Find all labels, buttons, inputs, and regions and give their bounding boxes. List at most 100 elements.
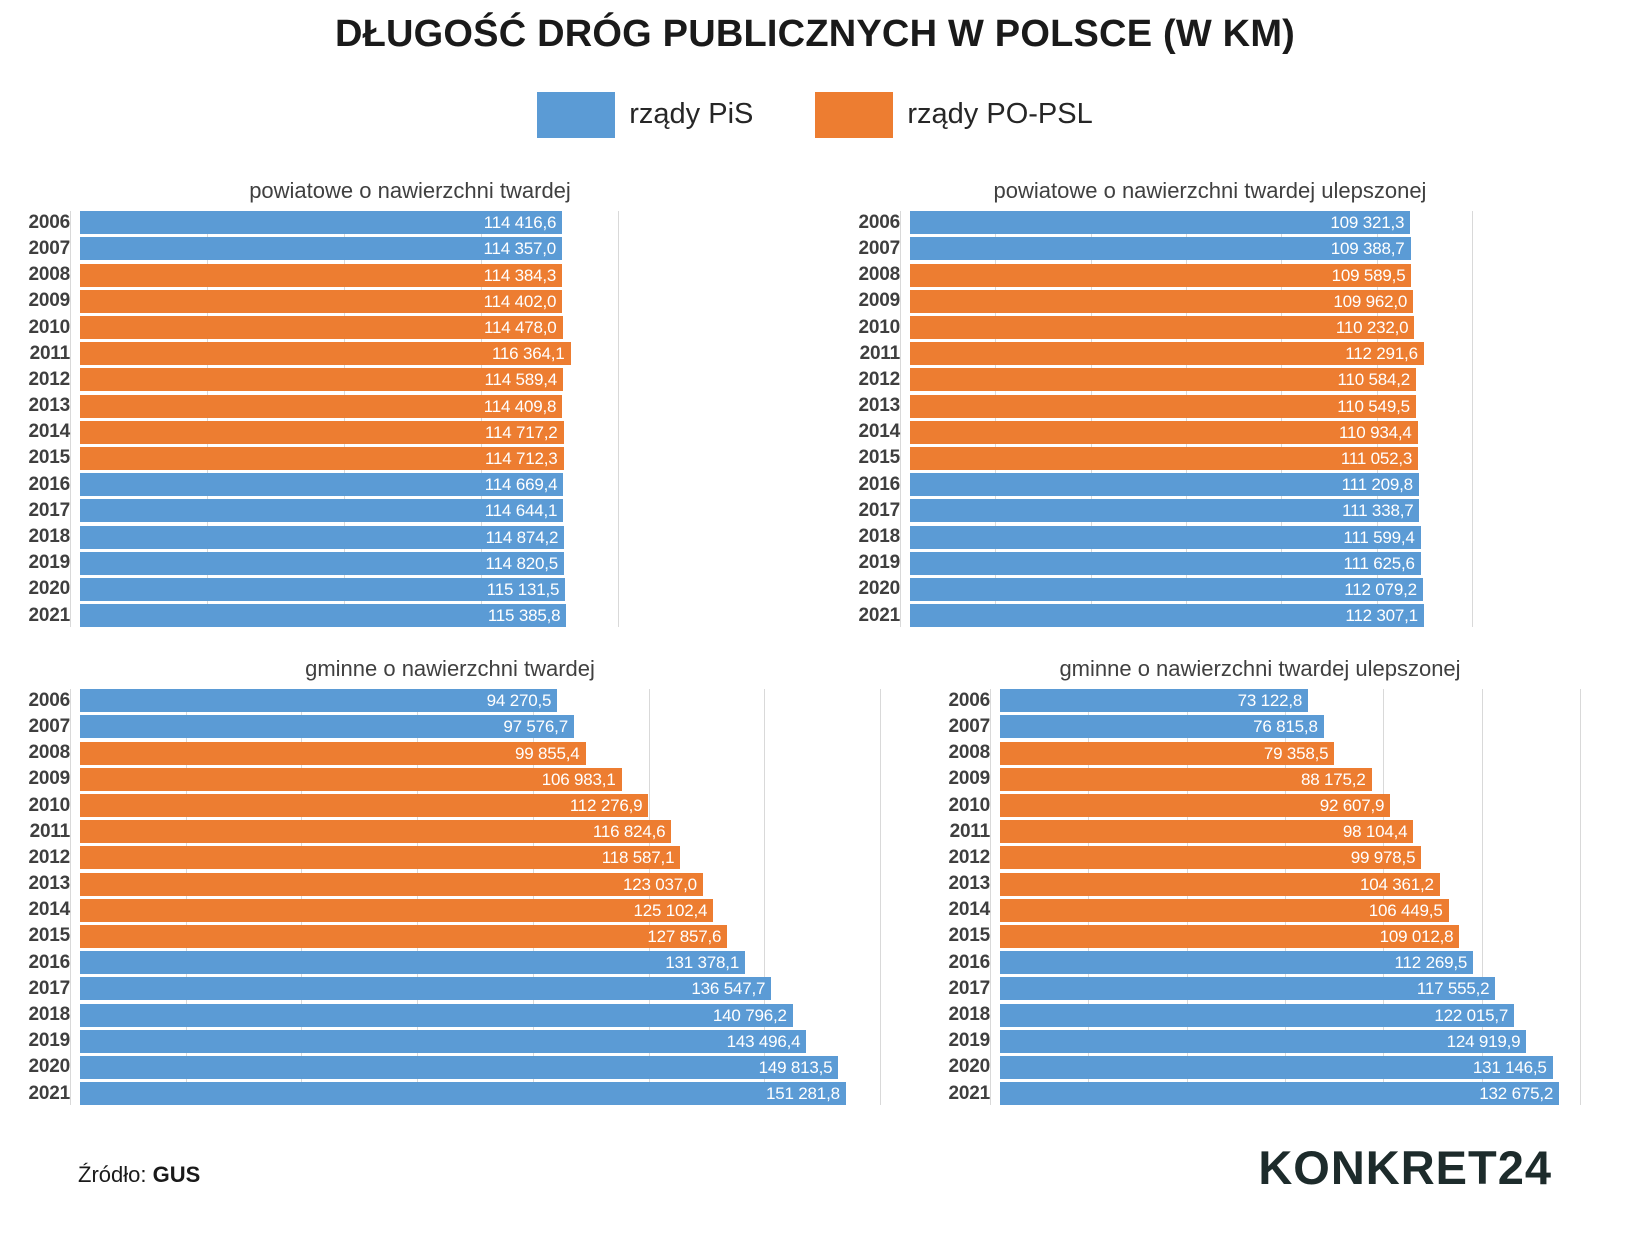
bar[interactable]: 114 384,3: [80, 263, 563, 287]
bar[interactable]: 110 934,4: [910, 420, 1418, 444]
bar[interactable]: 111 338,7: [910, 499, 1420, 523]
bar[interactable]: 125 102,4: [80, 898, 714, 922]
bar[interactable]: 116 824,6: [80, 820, 672, 844]
bar-track: 76 815,8: [1000, 715, 1590, 739]
bar[interactable]: 131 146,5: [1000, 1055, 1553, 1079]
bar[interactable]: 123 037,0: [80, 872, 703, 896]
bar[interactable]: 114 712,3: [80, 446, 564, 470]
bar[interactable]: 109 321,3: [910, 211, 1411, 235]
chart-title: powiatowe o nawierzchni twardej: [249, 178, 571, 203]
bar[interactable]: 106 983,1: [80, 767, 622, 791]
bar[interactable]: 124 919,9: [1000, 1029, 1527, 1053]
bar[interactable]: 127 857,6: [80, 924, 728, 948]
chart-row: 2011 112 291,6: [810, 342, 1472, 366]
bar[interactable]: 111 599,4: [910, 525, 1421, 549]
bar-value-label: 131 378,1: [665, 953, 740, 973]
chart-row: 2012 114 589,4: [0, 368, 618, 392]
bar-track: 110 584,2: [910, 368, 1482, 392]
bar[interactable]: 112 276,9: [80, 794, 649, 818]
bar-track: 110 934,4: [910, 420, 1482, 444]
bar[interactable]: 99 978,5: [1000, 846, 1422, 870]
bar[interactable]: 97 576,7: [80, 715, 574, 739]
bar-track: 127 857,6: [80, 924, 890, 948]
chart-row: 2021 132 675,2: [900, 1082, 1580, 1106]
bar[interactable]: 122 015,7: [1000, 1003, 1515, 1027]
bar[interactable]: 114 820,5: [80, 551, 564, 575]
bar[interactable]: 112 291,6: [910, 342, 1424, 366]
bar[interactable]: 117 555,2: [1000, 977, 1496, 1001]
bar-track: 114 712,3: [80, 446, 628, 470]
bar-track: 117 555,2: [1000, 977, 1590, 1001]
bar[interactable]: 73 122,8: [1000, 689, 1309, 713]
bar[interactable]: 112 307,1: [910, 604, 1424, 628]
bar[interactable]: 114 589,4: [80, 368, 564, 392]
bar[interactable]: 88 175,2: [1000, 767, 1372, 791]
bar[interactable]: 111 625,6: [910, 551, 1421, 575]
bar-value-label: 106 449,5: [1368, 900, 1443, 920]
bar-value-label: 111 052,3: [1340, 448, 1413, 468]
bar[interactable]: 112 269,5: [1000, 951, 1474, 975]
bar[interactable]: 149 813,5: [80, 1055, 839, 1079]
chart-row: 2008 79 358,5: [900, 741, 1580, 765]
chart-row: 2006 114 416,6: [0, 211, 618, 235]
bar[interactable]: 92 607,9: [1000, 794, 1391, 818]
bar[interactable]: 111 052,3: [910, 446, 1419, 470]
bar[interactable]: 136 547,7: [80, 977, 772, 1001]
year-label: 2014: [948, 899, 991, 921]
bar[interactable]: 99 855,4: [80, 741, 586, 765]
bar[interactable]: 114 478,0: [80, 316, 563, 340]
bar[interactable]: 110 584,2: [910, 368, 1417, 392]
chart-row: 2014 125 102,4: [0, 898, 880, 922]
bar-track: 132 675,2: [1000, 1082, 1590, 1106]
bar[interactable]: 76 815,8: [1000, 715, 1324, 739]
bar[interactable]: 114 402,0: [80, 289, 563, 313]
bar[interactable]: 114 669,4: [80, 473, 564, 497]
bar[interactable]: 112 079,2: [910, 577, 1423, 601]
bar[interactable]: 109 388,7: [910, 237, 1411, 261]
chart-row: 2018 122 015,7: [900, 1003, 1580, 1027]
bar[interactable]: 114 357,0: [80, 237, 563, 261]
year-label: 2012: [948, 846, 991, 868]
bar[interactable]: 114 409,8: [80, 394, 563, 418]
bar[interactable]: 109 012,8: [1000, 924, 1460, 948]
bar[interactable]: 110 232,0: [910, 316, 1415, 340]
bar[interactable]: 114 717,2: [80, 420, 564, 444]
bar[interactable]: 109 962,0: [910, 289, 1414, 313]
bar[interactable]: 131 378,1: [80, 951, 746, 975]
bar[interactable]: 132 675,2: [1000, 1082, 1560, 1106]
bar[interactable]: 116 364,1: [80, 342, 571, 366]
bar[interactable]: 106 449,5: [1000, 898, 1449, 922]
bar-value-label: 132 675,2: [1479, 1084, 1554, 1104]
bar[interactable]: 104 361,2: [1000, 872, 1440, 896]
bar[interactable]: 118 587,1: [80, 846, 681, 870]
bar[interactable]: 143 496,4: [80, 1029, 807, 1053]
bar-track: 109 962,0: [910, 289, 1482, 313]
chart-row: 2014 114 717,2: [0, 420, 618, 444]
chart-row: 2018 114 874,2: [0, 525, 618, 549]
bar[interactable]: 140 796,2: [80, 1003, 793, 1027]
bar[interactable]: 115 131,5: [80, 577, 566, 601]
bar[interactable]: 79 358,5: [1000, 741, 1335, 765]
bar[interactable]: 151 281,8: [80, 1082, 846, 1106]
bar[interactable]: 114 416,6: [80, 211, 563, 235]
bar[interactable]: 109 589,5: [910, 263, 1412, 287]
bar-value-label: 92 607,9: [1319, 796, 1385, 816]
year-label: 2015: [28, 925, 71, 947]
chart-row: 2021 112 307,1: [810, 604, 1472, 628]
year-label: 2020: [28, 578, 71, 600]
bar[interactable]: 114 874,2: [80, 525, 565, 549]
bar[interactable]: 94 270,5: [80, 689, 558, 713]
bar[interactable]: 110 549,5: [910, 394, 1416, 418]
bar[interactable]: 114 644,1: [80, 499, 564, 523]
bar-track: 112 276,9: [80, 794, 890, 818]
bar-track: 114 874,2: [80, 525, 628, 549]
chart-row: 2010 114 478,0: [0, 316, 618, 340]
year-label: 2009: [948, 768, 991, 790]
chart-row: 2015 127 857,6: [0, 924, 880, 948]
bar[interactable]: 111 209,8: [910, 473, 1419, 497]
year-label: 2011: [859, 342, 901, 364]
bar[interactable]: 115 385,8: [80, 604, 567, 628]
bar-track: 114 644,1: [80, 499, 628, 523]
bar[interactable]: 98 104,4: [1000, 820, 1414, 844]
year-label: 2020: [858, 578, 901, 600]
